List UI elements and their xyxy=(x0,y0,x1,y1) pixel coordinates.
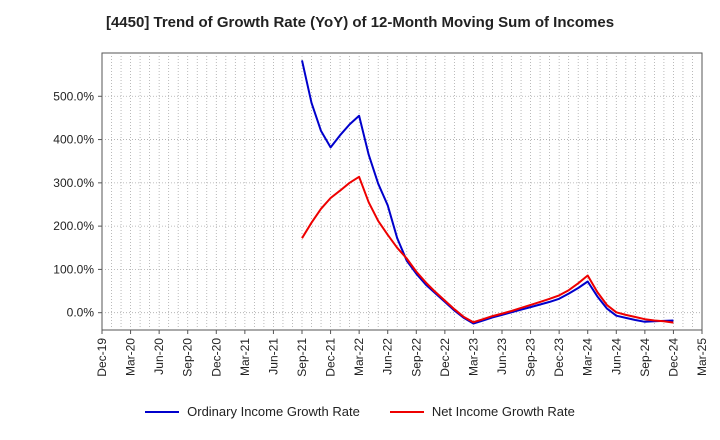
x-tick-label: Dec-19 xyxy=(95,338,109,377)
x-tick-label: Mar-24 xyxy=(581,338,595,376)
x-tick-label: Mar-25 xyxy=(695,338,709,376)
legend-label-net: Net Income Growth Rate xyxy=(431,404,575,419)
y-tick-label: 0.0% xyxy=(67,306,95,320)
x-axis-ticks: Dec-19 Mar-20 Jun-20 Sep-20 Dec-20 Mar-21 Jun-… xyxy=(95,330,709,377)
legend-item-net: Net Income Growth Rate xyxy=(389,404,575,419)
x-tick-label: Dec-22 xyxy=(438,338,452,377)
x-tick-label: Jun-23 xyxy=(495,338,509,375)
x-tick-label: Mar-20 xyxy=(124,338,138,376)
x-tick-label: Dec-23 xyxy=(552,338,566,377)
y-gridlines xyxy=(102,95,702,314)
y-axis-ticks: 0.0% 100.0% 200.0% 300.0% 400.0% 500.0% xyxy=(53,89,102,320)
x-tick-label: Sep-21 xyxy=(295,338,309,377)
x-tick-label: Sep-22 xyxy=(409,338,423,377)
series-lines xyxy=(301,60,674,325)
x-tick-label: Dec-20 xyxy=(209,338,223,377)
x-tick-label: Dec-21 xyxy=(324,338,338,377)
x-tick-label: Mar-23 xyxy=(466,338,480,376)
x-tick-label: Jun-21 xyxy=(266,338,280,375)
x-tick-label: Mar-21 xyxy=(238,338,252,376)
y-tick-label: 500.0% xyxy=(53,89,94,103)
x-gridlines xyxy=(111,53,693,330)
x-tick-label: Sep-23 xyxy=(524,338,538,377)
x-tick-label: Dec-24 xyxy=(666,338,680,377)
series-line-net-income xyxy=(301,175,674,324)
legend-swatch-ordinary xyxy=(145,410,180,413)
x-tick-label: Jun-22 xyxy=(381,338,395,375)
x-tick-label: Jun-20 xyxy=(152,338,166,375)
x-tick-label: Sep-20 xyxy=(181,338,195,377)
legend-label-ordinary: Ordinary Income Growth Rate xyxy=(187,404,360,419)
x-tick-label: Sep-24 xyxy=(638,338,652,377)
plot-area xyxy=(101,52,703,331)
y-tick-label: 100.0% xyxy=(53,262,94,276)
y-tick-label: 200.0% xyxy=(53,219,94,233)
x-tick-label: Mar-22 xyxy=(352,338,366,376)
legend-swatch-net xyxy=(389,410,424,413)
legend-item-ordinary: Ordinary Income Growth Rate xyxy=(145,404,360,419)
y-tick-label: 300.0% xyxy=(53,176,94,190)
chart-title: [4450] Trend of Growth Rate (YoY) of 12-… xyxy=(105,14,615,31)
series-line-ordinary-income xyxy=(301,60,674,325)
x-tick-label: Jun-24 xyxy=(609,338,623,375)
legend: Ordinary Income Growth Rate Net Income G… xyxy=(0,404,720,419)
y-tick-label: 400.0% xyxy=(53,133,94,147)
